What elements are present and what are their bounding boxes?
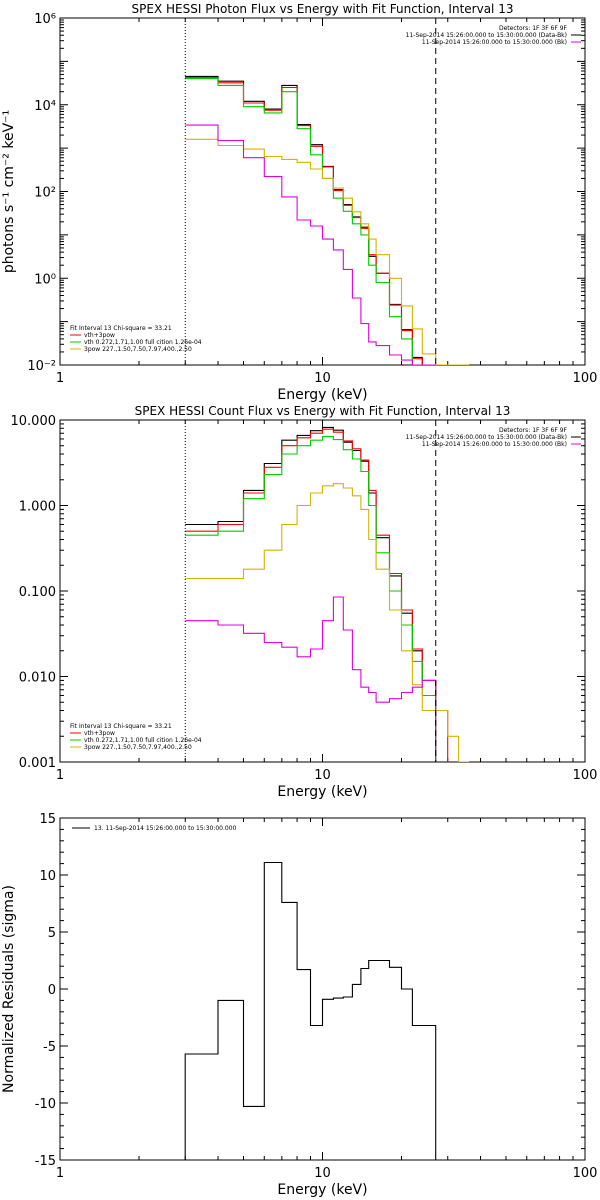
y-tick-label: 10⁶ [34, 12, 56, 27]
y-tick-label: 10⁰ [34, 272, 56, 287]
y-tick-label: 0.100 [19, 585, 56, 600]
plot-frame [59, 17, 586, 366]
plot-frame [59, 817, 586, 1161]
x-axis-label: Energy (keV) [277, 1182, 367, 1198]
x-tick-label: 1 [56, 1166, 64, 1181]
y-tick-label: 15 [39, 812, 56, 827]
series-line-1 [185, 426, 437, 762]
plot-area [185, 426, 470, 762]
x-tick-label: 100 [573, 1166, 598, 1181]
x-tick-label: 100 [573, 768, 598, 783]
chart-title: SPEX HESSI Count Flux vs Energy with Fit… [135, 404, 511, 418]
series-line-5 [185, 596, 437, 762]
y-axis-label: Normalized Residuals (sigma) [1, 885, 17, 1093]
x-tick-label: 1 [56, 371, 64, 386]
y-tick-label: 0.010 [19, 671, 56, 686]
chart-title: SPEX HESSI Photon Flux vs Energy with Fi… [132, 2, 514, 16]
x-axis-label: Energy (keV) [277, 784, 367, 800]
plot-area [184, 861, 437, 1160]
legend-bottom-text: vth 0.272,1.71,1.00 full cition 1.26e-04 [84, 737, 202, 744]
legend-bottom-text: Fit Interval 13 Chi-square = 33.21 [70, 325, 172, 332]
y-tick-label: -15 [35, 1154, 56, 1169]
y-tick-label: 10 [39, 869, 56, 884]
x-tick-label: 100 [573, 371, 598, 386]
legend-top-text: 11-Sep-2014 15:26:00.000 to 15:30:00.000… [406, 32, 567, 39]
chart-panel-1: SPEX HESSI Photon Flux vs Energy with Fi… [1, 2, 597, 403]
legend-bottom-text: vth 0.272,1.71,1.00 full cition 1.26e-04 [84, 339, 202, 346]
legend-top-text: 11-Sep-2014 15:26:00.000 to 15:30:00.000… [422, 39, 567, 46]
series-line-2 [185, 428, 449, 762]
y-tick-label: 5 [48, 926, 56, 941]
chart-panel-3: 1 10 100 Energy (keV) -15 -10 -5 0 5 10 15 Normaliz… [1, 812, 597, 1198]
series-line-5 [185, 124, 437, 365]
legend-bottom-text: 3pow 227.,1.50,7.50,7.97,400.,2.50 [84, 744, 192, 751]
y-axis-label: photons s⁻¹ cm⁻² keV⁻¹ [1, 110, 17, 273]
y-tick-label: 0.001 [19, 756, 56, 771]
y-tick-label: -5 [43, 1040, 56, 1055]
x-axis-label: Energy (keV) [277, 387, 367, 403]
legend-top-text: Detectors: 1F 3F 6F 9F [499, 427, 568, 434]
legend-top-text: 11-Sep-2014 15:26:00.000 to 15:30:00.000… [422, 441, 567, 448]
series-line-3 [185, 78, 437, 365]
plot-area [185, 75, 470, 365]
series-line-3 [185, 436, 437, 762]
plot-frame [59, 419, 586, 763]
y-tick-label: 10⁻² [27, 359, 56, 374]
y-tick-label: 10⁴ [34, 99, 56, 114]
y-tick-label: 1.000 [19, 500, 56, 515]
legend-bottom-text: vth+3pow [84, 332, 115, 339]
y-tick-label: -10 [35, 1097, 56, 1112]
y-tick-label: 10.000 [11, 414, 57, 429]
legend-bottom-text: 3pow 227.,1.50,7.50,7.97,400.,2.50 [84, 346, 192, 353]
series-line-1 [184, 861, 437, 1160]
y-tick-label: 0 [48, 983, 56, 998]
legend-bottom-text: vth+3pow [84, 730, 115, 737]
series-line-4 [185, 138, 470, 365]
x-tick-label: 10 [314, 371, 331, 386]
x-tick-label: 10 [314, 1166, 331, 1181]
legend-top-text: Detectors: 1F 3F 6F 9F [499, 25, 568, 32]
chart-panel-2: SPEX HESSI Count Flux vs Energy with Fit… [11, 404, 598, 800]
legend-top-text: 11-Sep-2014 15:26:00.000 to 15:30:00.000… [406, 434, 567, 441]
legend-bottom-text: Fit Interval 13 Chi-square = 33.21 [70, 723, 172, 730]
series-line-4 [185, 483, 470, 762]
x-tick-label: 10 [314, 768, 331, 783]
legend-top-text: 13. 11-Sep-2014 15:26:00.000 to 15:30:00… [94, 825, 237, 832]
y-tick-label: 10² [34, 186, 56, 201]
x-tick-label: 1 [56, 768, 64, 783]
